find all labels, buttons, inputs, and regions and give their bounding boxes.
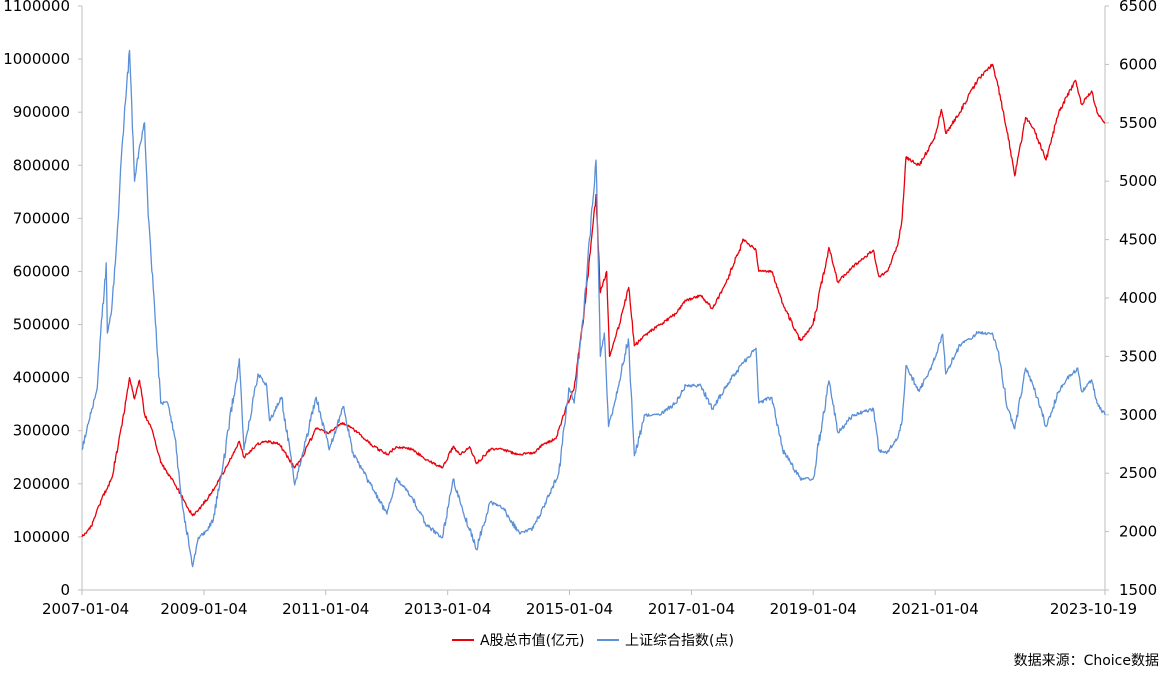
legend-item-market-cap: A股总市值(亿元) (452, 632, 585, 649)
x-tick-label: 2007-01-04 (42, 600, 129, 618)
x-tick-label: 2021-01-04 (892, 600, 979, 618)
left-tick-label: 1000000 (3, 50, 70, 68)
legend-item-composite-index: 上证综合指数(点) (597, 633, 734, 649)
right-y-ticks: 1500 2000 2500 3000 3500 4000 4500 5000 5500 6000… (1105, 0, 1157, 599)
x-tick-label: 2009-01-04 (160, 600, 247, 618)
x-tick-label: 2019-01-04 (770, 600, 857, 618)
x-ticks: 2007-01-04 2009-01-04 2011-01-04 2013-01-04… (42, 590, 1137, 618)
axes (81, 6, 1106, 591)
x-tick-label: 2023-10-19 (1050, 600, 1137, 618)
series-lines (81, 49, 1106, 568)
left-tick-label: 600000 (13, 262, 70, 280)
right-tick-label: 6000 (1119, 55, 1157, 73)
right-tick-label: 4500 (1119, 231, 1157, 249)
series-line-composite-index (81, 49, 1106, 568)
right-tick-label: 3500 (1119, 347, 1157, 365)
legend-label-composite-index: 上证综合指数(点) (625, 633, 734, 649)
left-tick-label: 700000 (13, 209, 70, 227)
data-source-note: 数据来源：Choice数据 (1014, 653, 1159, 669)
left-tick-label: 900000 (13, 103, 70, 121)
right-tick-label: 5000 (1119, 172, 1157, 190)
x-tick-label: 2017-01-04 (648, 600, 735, 618)
right-tick-label: 1500 (1119, 581, 1157, 599)
left-tick-label: 1100000 (3, 0, 70, 15)
left-tick-label: 300000 (13, 422, 70, 440)
left-tick-label: 100000 (13, 528, 70, 546)
left-tick-label: 400000 (13, 369, 70, 387)
x-tick-label: 2015-01-04 (526, 600, 613, 618)
left-tick-label: 500000 (13, 316, 70, 334)
x-tick-label: 2013-01-04 (404, 600, 491, 618)
right-tick-label: 2500 (1119, 464, 1157, 482)
left-tick-label: 800000 (13, 156, 70, 174)
series-line-market-cap (81, 63, 1106, 538)
legend: A股总市值(亿元) 上证综合指数(点) (452, 632, 734, 649)
right-tick-label: 5500 (1119, 114, 1157, 132)
legend-label-market-cap: A股总市值(亿元) (480, 632, 585, 649)
left-tick-label: 0 (60, 581, 70, 599)
right-tick-label: 6500 (1119, 0, 1157, 15)
right-tick-label: 3000 (1119, 406, 1157, 424)
left-tick-label: 200000 (13, 475, 70, 493)
x-tick-label: 2011-01-04 (282, 600, 369, 618)
left-y-ticks: 0 100000 200000 300000 400000 500000 600000 700… (3, 0, 82, 599)
right-tick-label: 2000 (1119, 523, 1157, 541)
right-tick-label: 4000 (1119, 289, 1157, 307)
